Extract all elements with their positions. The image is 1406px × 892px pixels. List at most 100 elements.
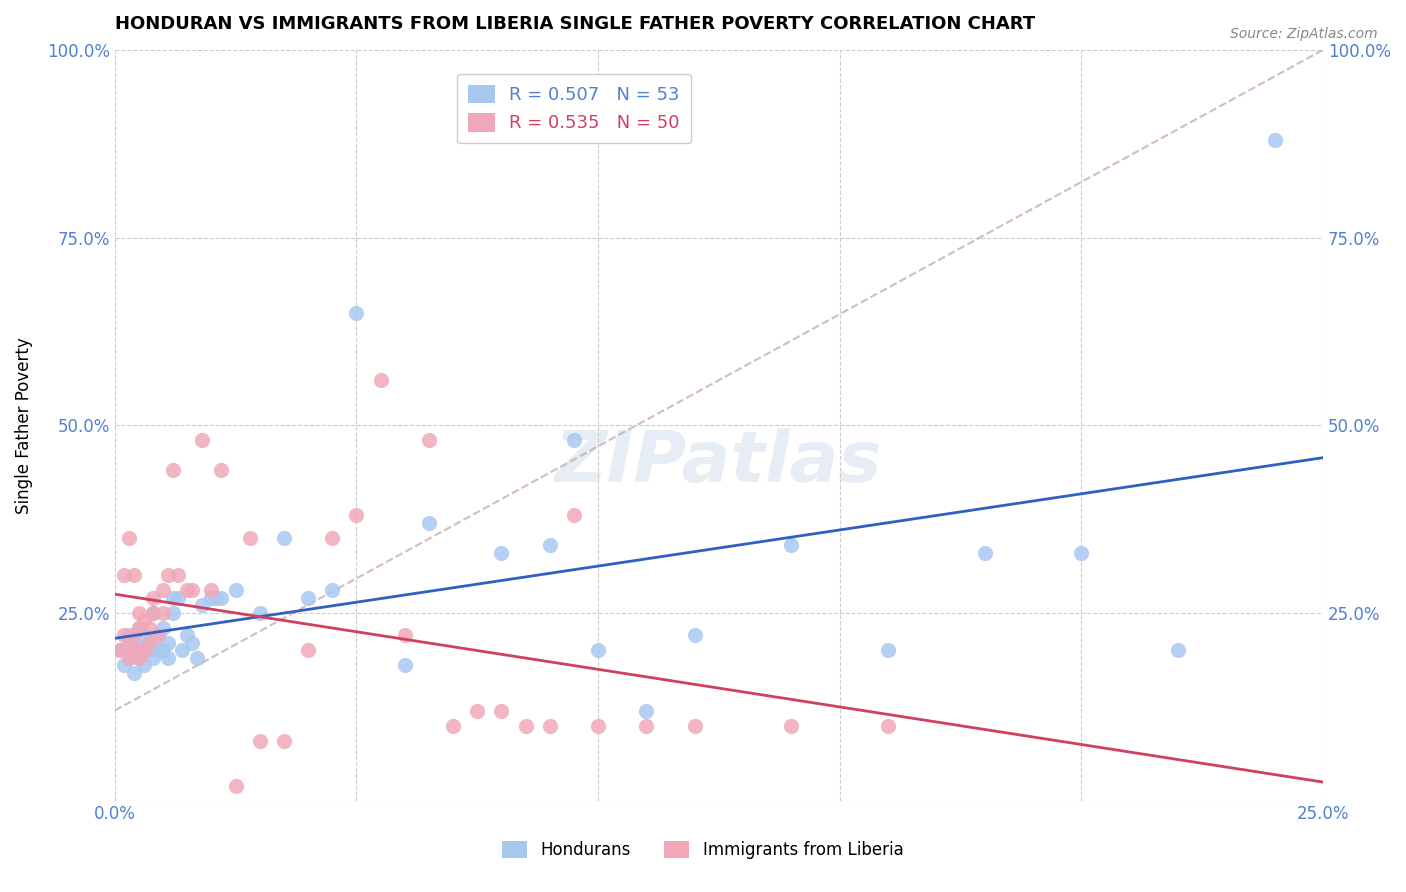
Point — [346, 305, 368, 319]
Point — [138, 636, 160, 650]
Point — [586, 718, 609, 732]
Point — [877, 643, 900, 657]
Point — [128, 651, 150, 665]
Point — [181, 636, 204, 650]
Point — [122, 665, 145, 680]
Point — [418, 516, 440, 530]
Point — [297, 591, 319, 605]
Point — [209, 463, 232, 477]
Point — [142, 591, 165, 605]
Point — [225, 779, 247, 793]
Point — [162, 606, 184, 620]
Point — [118, 651, 141, 665]
Point — [172, 643, 194, 657]
Point — [156, 568, 179, 582]
Point — [491, 546, 513, 560]
Point — [156, 636, 179, 650]
Point — [562, 434, 585, 448]
Point — [186, 651, 208, 665]
Point — [780, 718, 803, 732]
Point — [1070, 546, 1092, 560]
Point — [128, 643, 150, 657]
Point — [273, 733, 295, 747]
Point — [108, 643, 131, 657]
Point — [118, 531, 141, 545]
Point — [132, 614, 155, 628]
Point — [128, 606, 150, 620]
Point — [465, 704, 488, 718]
Point — [249, 733, 271, 747]
Text: Source: ZipAtlas.com: Source: ZipAtlas.com — [1230, 27, 1378, 41]
Point — [780, 538, 803, 552]
Point — [205, 591, 228, 605]
Point — [239, 531, 262, 545]
Point — [162, 463, 184, 477]
Point — [636, 704, 658, 718]
Point — [346, 508, 368, 523]
Point — [491, 704, 513, 718]
Point — [118, 651, 141, 665]
Point — [441, 718, 464, 732]
Point — [190, 599, 212, 613]
Point — [273, 531, 295, 545]
Point — [138, 643, 160, 657]
Point — [132, 643, 155, 657]
Point — [152, 606, 174, 620]
Point — [128, 621, 150, 635]
Point — [1167, 643, 1189, 657]
Point — [636, 718, 658, 732]
Point — [152, 643, 174, 657]
Point — [132, 658, 155, 673]
Point — [181, 583, 204, 598]
Point — [973, 546, 995, 560]
Point — [877, 718, 900, 732]
Point — [148, 643, 170, 657]
Point — [118, 628, 141, 642]
Point — [200, 591, 222, 605]
Point — [156, 651, 179, 665]
Point — [118, 636, 141, 650]
Text: HONDURAN VS IMMIGRANTS FROM LIBERIA SINGLE FATHER POVERTY CORRELATION CHART: HONDURAN VS IMMIGRANTS FROM LIBERIA SING… — [115, 15, 1035, 33]
Legend: Hondurans, Immigrants from Liberia: Hondurans, Immigrants from Liberia — [496, 834, 910, 866]
Y-axis label: Single Father Poverty: Single Father Poverty — [15, 337, 32, 514]
Point — [683, 628, 706, 642]
Point — [142, 606, 165, 620]
Point — [321, 531, 343, 545]
Point — [122, 568, 145, 582]
Point — [394, 658, 416, 673]
Point — [108, 643, 131, 657]
Point — [297, 643, 319, 657]
Point — [166, 568, 188, 582]
Point — [394, 628, 416, 642]
Point — [586, 643, 609, 657]
Point — [538, 538, 561, 552]
Point — [176, 628, 198, 642]
Point — [683, 718, 706, 732]
Point — [142, 651, 165, 665]
Text: ZIPatlas: ZIPatlas — [555, 428, 883, 497]
Point — [138, 636, 160, 650]
Point — [190, 434, 212, 448]
Point — [562, 508, 585, 523]
Point — [162, 591, 184, 605]
Point — [112, 658, 135, 673]
Point — [1264, 133, 1286, 147]
Point — [128, 651, 150, 665]
Legend: R = 0.507   N = 53, R = 0.535   N = 50: R = 0.507 N = 53, R = 0.535 N = 50 — [457, 74, 690, 144]
Point — [112, 568, 135, 582]
Point — [249, 606, 271, 620]
Point — [515, 718, 537, 732]
Point — [122, 636, 145, 650]
Point — [166, 591, 188, 605]
Point — [122, 628, 145, 642]
Point — [138, 621, 160, 635]
Point — [148, 628, 170, 642]
Point — [176, 583, 198, 598]
Point — [122, 643, 145, 657]
Point — [128, 621, 150, 635]
Point — [321, 583, 343, 598]
Point — [112, 628, 135, 642]
Point — [225, 583, 247, 598]
Point — [148, 628, 170, 642]
Point — [132, 643, 155, 657]
